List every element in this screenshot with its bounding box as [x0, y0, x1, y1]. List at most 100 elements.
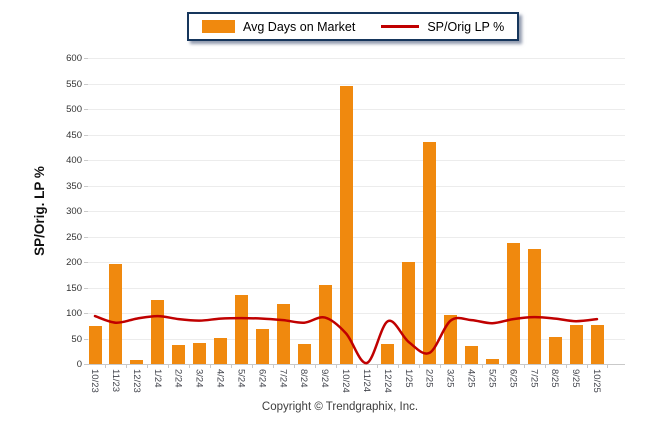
y-axis-tick [84, 262, 88, 263]
bar-avg-days-on-market [485, 359, 499, 364]
y-axis-tick [84, 84, 88, 85]
x-axis-label: 12/23 [130, 369, 142, 393]
bar-avg-days-on-market [234, 294, 248, 364]
gridline [88, 313, 625, 314]
x-axis-label: 9/25 [570, 369, 582, 388]
x-axis-label: 6/24 [256, 369, 268, 388]
y-axis-tick-label: 450 [66, 130, 82, 141]
x-axis-tick [336, 364, 337, 368]
x-axis-label: 7/25 [528, 369, 540, 388]
x-axis-tick [147, 364, 148, 368]
x-axis-label: 2/24 [172, 369, 184, 388]
y-axis-tick-label: 250 [66, 232, 82, 243]
x-axis-tick [168, 364, 169, 368]
y-axis-tick [84, 109, 88, 110]
x-axis-tick [503, 364, 504, 368]
y-axis-tick [84, 288, 88, 289]
gridline [88, 211, 625, 212]
gridline [88, 58, 625, 59]
y-axis-tick [84, 211, 88, 212]
y-axis-tick-label: 400 [66, 155, 82, 166]
y-axis-tick-label: 100 [66, 308, 82, 319]
x-axis-label: 5/24 [235, 369, 247, 388]
x-axis-label: 6/25 [507, 369, 519, 388]
x-axis-tick [461, 364, 462, 368]
bar-avg-days-on-market [506, 243, 520, 364]
x-axis-tick [607, 364, 608, 368]
plot-area [84, 58, 625, 368]
bar-avg-days-on-market [193, 342, 207, 364]
y-axis-tick [84, 364, 88, 365]
bar-avg-days-on-market [423, 142, 437, 364]
bar-avg-days-on-market [109, 263, 123, 364]
bar-avg-days-on-market [339, 86, 353, 364]
legend-bar-label: Avg Days on Market [243, 19, 356, 34]
bar-avg-days-on-market [569, 324, 583, 364]
x-axis-tick [189, 364, 190, 368]
legend-line-swatch-icon [381, 25, 420, 28]
bar-avg-days-on-market [172, 344, 186, 364]
bar-avg-days-on-market [318, 285, 332, 364]
y-axis-tick [84, 237, 88, 238]
x-axis-tick [210, 364, 211, 368]
x-axis-label: 12/24 [381, 369, 393, 393]
legend-line-label: SP/Orig LP % [427, 19, 505, 34]
legend: Avg Days on Market SP/Orig LP % [187, 12, 520, 41]
x-axis-tick [252, 364, 253, 368]
bar-avg-days-on-market [297, 343, 311, 364]
x-axis-label: 5/25 [486, 369, 498, 388]
y-axis-tick [84, 135, 88, 136]
bar-avg-days-on-market [590, 325, 604, 364]
y-axis-tick-label: 0 [76, 359, 82, 370]
x-axis-label: 3/25 [444, 369, 456, 388]
y-axis-tick-label: 350 [66, 181, 82, 192]
x-axis-label: 8/25 [549, 369, 561, 388]
x-axis-label: 4/25 [465, 369, 477, 388]
x-axis-label: 10/25 [591, 369, 602, 393]
x-axis-tick [273, 364, 274, 368]
x-axis-tick [377, 364, 378, 368]
legend-bar-swatch-icon [202, 20, 235, 33]
x-axis-label: 11/23 [109, 369, 121, 393]
x-axis-tick [566, 364, 567, 368]
x-axis-tick [524, 364, 525, 368]
bar-avg-days-on-market [465, 345, 478, 364]
x-axis-label: 1/24 [151, 369, 163, 388]
gridline [88, 288, 625, 289]
gridline [88, 135, 625, 136]
x-axis-tick [440, 364, 441, 368]
gridline [88, 84, 625, 85]
x-axis-tick [545, 364, 546, 368]
y-axis-tick [84, 160, 88, 161]
x-axis-tick [398, 364, 399, 368]
y-axis-tick-label: 150 [66, 283, 82, 294]
bar-avg-days-on-market [214, 338, 227, 364]
x-axis-label: 10/23 [89, 369, 100, 393]
y-axis-tick-label: 200 [66, 257, 82, 268]
y-axis-tick [84, 186, 88, 187]
x-axis-tick [231, 364, 232, 368]
y-axis-tick-label: 50 [71, 334, 82, 345]
bar-avg-days-on-market [444, 314, 458, 364]
bar-avg-days-on-market [548, 336, 562, 364]
x-axis-label: 7/24 [277, 369, 289, 388]
x-axis-label: 2/25 [423, 369, 435, 388]
x-axis-tick [105, 364, 106, 368]
x-axis-tick [294, 364, 295, 368]
x-axis-tick [482, 364, 483, 368]
x-axis-tick [126, 364, 127, 368]
x-axis-label: 11/24 [360, 369, 372, 393]
y-axis-tick-label: 600 [66, 53, 82, 64]
y-axis-tick-label: 500 [66, 104, 82, 115]
gridline [88, 237, 625, 238]
gridline [88, 339, 625, 340]
x-axis-label: 9/24 [319, 369, 331, 388]
x-axis-tick [356, 364, 357, 368]
gridline [88, 186, 625, 187]
y-axis-tick-label: 550 [66, 79, 82, 90]
copyright-text: Copyright © Trendgraphix, Inc. [261, 401, 419, 413]
bar-avg-days-on-market [527, 249, 541, 364]
bar-avg-days-on-market [381, 343, 395, 364]
sp-orig-lp-line [93, 314, 599, 365]
